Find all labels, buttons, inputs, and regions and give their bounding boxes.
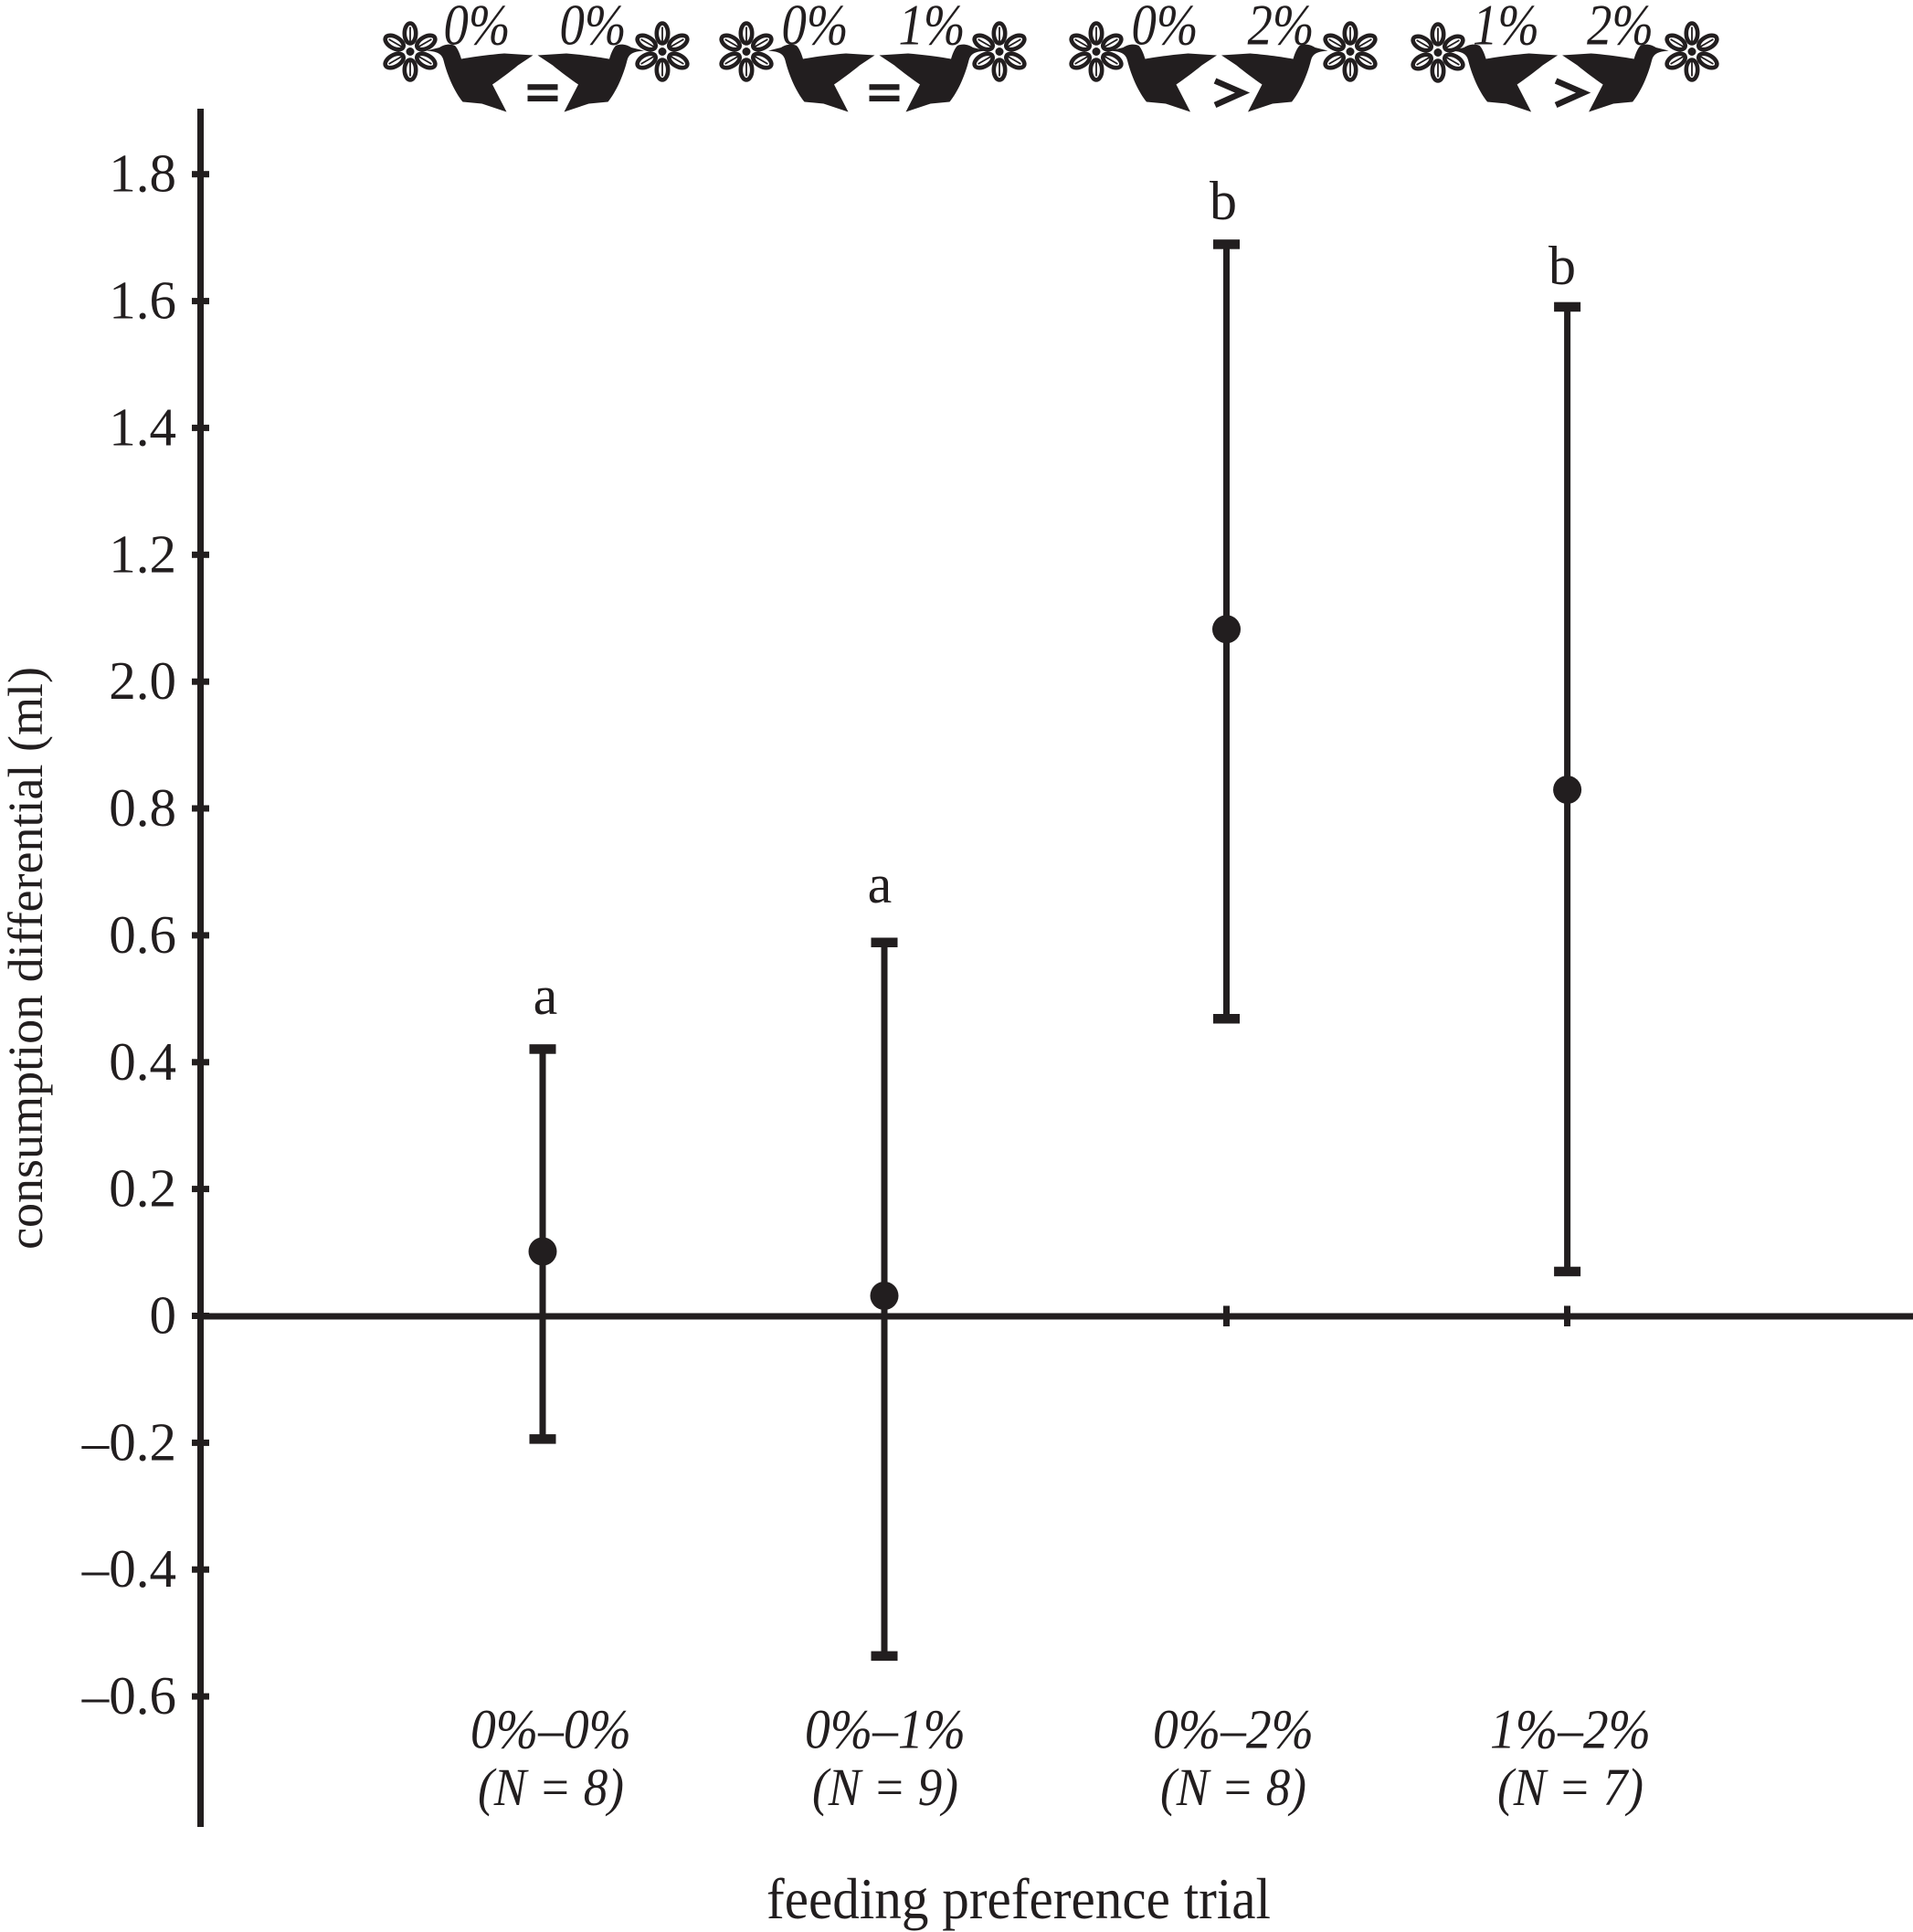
svg-text:1%: 1% bbox=[899, 0, 966, 58]
svg-text:(N = 8): (N = 8) bbox=[1160, 1758, 1306, 1817]
svg-text:0.4: 0.4 bbox=[109, 1031, 176, 1092]
svg-text:0%–2%: 0%–2% bbox=[1153, 1699, 1314, 1760]
svg-text:0: 0 bbox=[150, 1285, 177, 1346]
svg-text:2%: 2% bbox=[1587, 0, 1654, 58]
svg-text:0%: 0% bbox=[1132, 0, 1199, 58]
svg-text:–0.6: –0.6 bbox=[81, 1665, 176, 1726]
svg-text:0%–1%: 0%–1% bbox=[805, 1699, 966, 1760]
svg-text:–0.4: –0.4 bbox=[81, 1538, 176, 1599]
svg-text:consumption differential (ml): consumption differential (ml) bbox=[0, 667, 53, 1250]
svg-text:2%: 2% bbox=[1248, 0, 1315, 58]
svg-text:(N = 8): (N = 8) bbox=[478, 1758, 624, 1817]
svg-text:1.4: 1.4 bbox=[109, 396, 176, 457]
svg-text:0.6: 0.6 bbox=[109, 904, 176, 965]
svg-text:b: b bbox=[1548, 236, 1576, 296]
svg-text:0%: 0% bbox=[782, 0, 849, 58]
svg-text:0.8: 0.8 bbox=[109, 777, 176, 838]
svg-text:0%: 0% bbox=[444, 0, 511, 58]
svg-text:(N = 7): (N = 7) bbox=[1497, 1758, 1643, 1817]
svg-text:–0.2: –0.2 bbox=[81, 1411, 176, 1472]
svg-text:1.6: 1.6 bbox=[109, 270, 176, 331]
svg-text:1%–2%: 1%–2% bbox=[1490, 1699, 1651, 1760]
svg-text:1.2: 1.2 bbox=[109, 523, 176, 584]
svg-text:(N = 9): (N = 9) bbox=[812, 1758, 958, 1817]
svg-text:1%: 1% bbox=[1473, 0, 1539, 58]
svg-text:b: b bbox=[1210, 171, 1237, 231]
svg-text:a: a bbox=[534, 966, 558, 1026]
svg-text:0%–0%: 0%–0% bbox=[470, 1699, 631, 1760]
svg-text:1.8: 1.8 bbox=[109, 143, 176, 204]
svg-text:0.2: 0.2 bbox=[109, 1158, 176, 1219]
svg-text:0%: 0% bbox=[560, 0, 627, 58]
svg-text:2.0: 2.0 bbox=[109, 650, 176, 711]
svg-text:a: a bbox=[868, 854, 893, 914]
svg-text:feeding preference trial: feeding preference trial bbox=[766, 1866, 1271, 1931]
